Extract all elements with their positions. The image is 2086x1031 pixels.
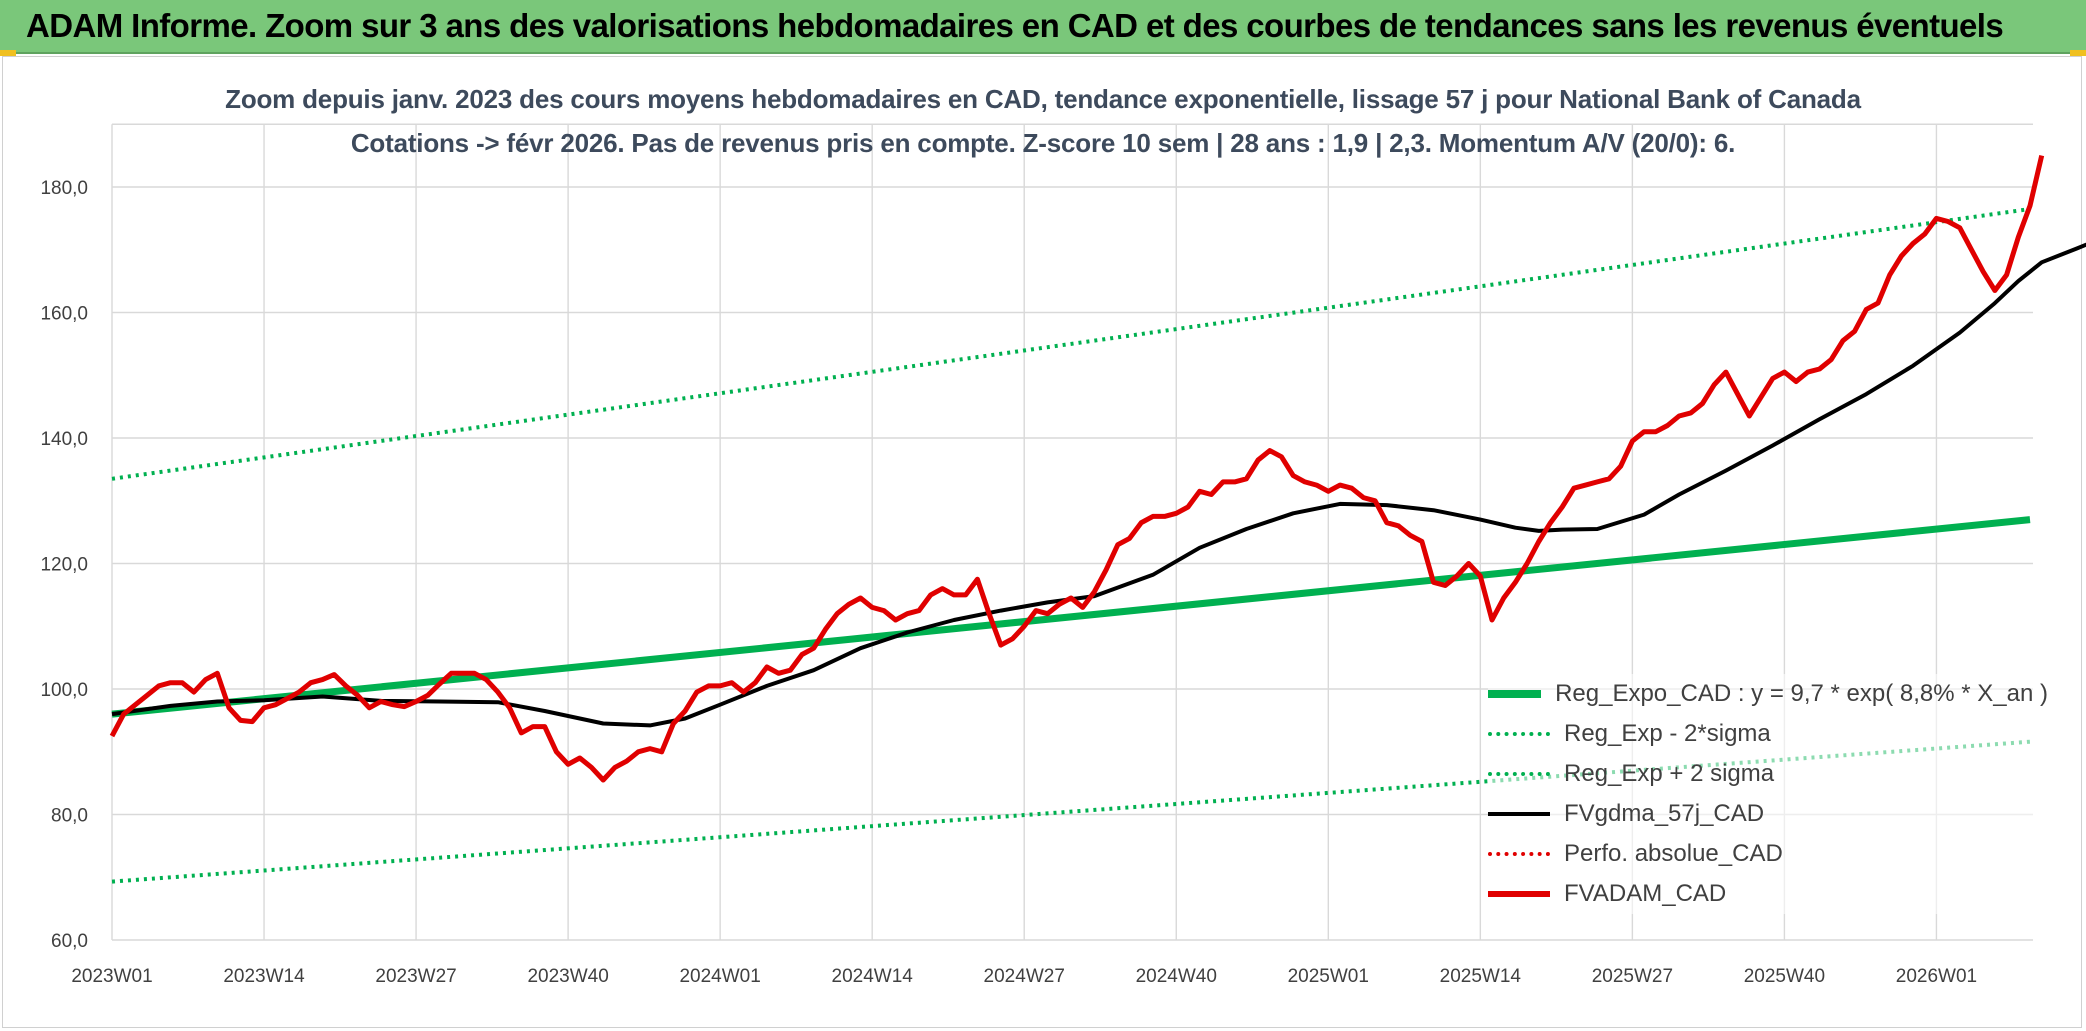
chart-title-line-2: Cotations -> févr 2026. Pas de revenus p… bbox=[350, 128, 1736, 158]
x-tick-label: 2023W14 bbox=[223, 966, 305, 987]
legend-swatch-reg-exp-minus bbox=[1488, 732, 1550, 736]
y-tick-label: 160,0 bbox=[40, 304, 88, 325]
corner-accent-right bbox=[2070, 50, 2086, 56]
legend-item-reg-expo: Reg_Expo_CAD : y = 9,7 * exp( 8,8% * X_a… bbox=[1488, 674, 2048, 714]
chart-title-line-1: Zoom depuis janv. 2023 des cours moyens … bbox=[225, 84, 1861, 114]
banner-title: ADAM Informe. Zoom sur 3 ans des valoris… bbox=[26, 7, 2004, 44]
legend-item-fvadam: FVADAM_CAD bbox=[1488, 874, 2048, 914]
legend-label-perfo: Perfo. absolue_CAD bbox=[1564, 840, 1783, 867]
x-tick-label: 2025W27 bbox=[1592, 966, 1673, 987]
x-tick-label: 2024W01 bbox=[679, 966, 760, 987]
y-tick-label: 100,0 bbox=[40, 680, 88, 701]
reg-expo-line bbox=[111, 516, 2031, 718]
x-tick-label: 2025W01 bbox=[1288, 966, 1369, 987]
x-tick-label: 2024W27 bbox=[984, 966, 1065, 987]
fvadam-line bbox=[109, 155, 2045, 783]
x-tick-label: 2025W40 bbox=[1744, 966, 1825, 987]
legend-swatch-fvgdma bbox=[1488, 812, 1550, 816]
y-tick-label: 60,0 bbox=[51, 931, 88, 952]
legend-label-reg-exp-minus: Reg_Exp - 2*sigma bbox=[1564, 720, 1771, 747]
legend-item-perfo: Perfo. absolue_CAD bbox=[1488, 834, 2048, 874]
legend-label-reg-exp-plus: Reg_Exp + 2 sigma bbox=[1564, 760, 1775, 787]
x-tick-label: 2026W01 bbox=[1896, 966, 1977, 987]
series-lines bbox=[109, 155, 2086, 884]
x-tick-label: 2024W40 bbox=[1136, 966, 1217, 987]
y-axis-ticks: 60,0 80,0 100,0 120,0 140,0 160,0 180,0 bbox=[40, 178, 88, 952]
reg-exp-plus-2sigma-line bbox=[111, 207, 2031, 481]
legend-swatch-fvadam bbox=[1488, 891, 1550, 897]
x-tick-label: 2025W14 bbox=[1440, 966, 1522, 987]
legend-label-fvgdma: FVgdma_57j_CAD bbox=[1564, 800, 1765, 827]
legend-item-reg-exp-minus: Reg_Exp - 2*sigma bbox=[1488, 714, 2048, 754]
legend-label-fvadam: FVADAM_CAD bbox=[1564, 880, 1727, 907]
y-tick-label: 80,0 bbox=[51, 806, 88, 827]
legend-item-reg-exp-plus: Reg_Exp + 2 sigma bbox=[1488, 754, 2048, 794]
x-tick-label: 2023W01 bbox=[71, 966, 152, 987]
legend-item-fvgdma: FVgdma_57j_CAD bbox=[1488, 794, 2048, 834]
legend-swatch-perfo bbox=[1488, 852, 1550, 856]
chart-frame bbox=[2, 56, 2082, 1028]
corner-accent-left bbox=[0, 50, 16, 56]
legend-label-reg-expo: Reg_Expo_CAD : y = 9,7 * exp( 8,8% * X_a… bbox=[1555, 680, 2048, 707]
chart-legend: Reg_Expo_CAD : y = 9,7 * exp( 8,8% * X_a… bbox=[1488, 674, 2048, 914]
legend-swatch-reg-expo bbox=[1488, 690, 1542, 698]
x-tick-label: 2023W40 bbox=[527, 966, 608, 987]
y-tick-label: 140,0 bbox=[40, 429, 88, 450]
x-axis-ticks: 2023W01 2023W14 2023W27 2023W40 2024W01 2024W… bbox=[71, 966, 1977, 987]
x-tick-label: 2024W14 bbox=[832, 966, 914, 987]
fvgdma-57j-line bbox=[111, 242, 2086, 728]
y-tick-label: 120,0 bbox=[40, 555, 88, 576]
y-tick-label: 180,0 bbox=[40, 178, 88, 199]
x-tick-label: 2023W27 bbox=[375, 966, 456, 987]
legend-swatch-reg-exp-plus bbox=[1488, 772, 1550, 776]
title-banner: ADAM Informe. Zoom sur 3 ans des valoris… bbox=[0, 0, 2086, 54]
